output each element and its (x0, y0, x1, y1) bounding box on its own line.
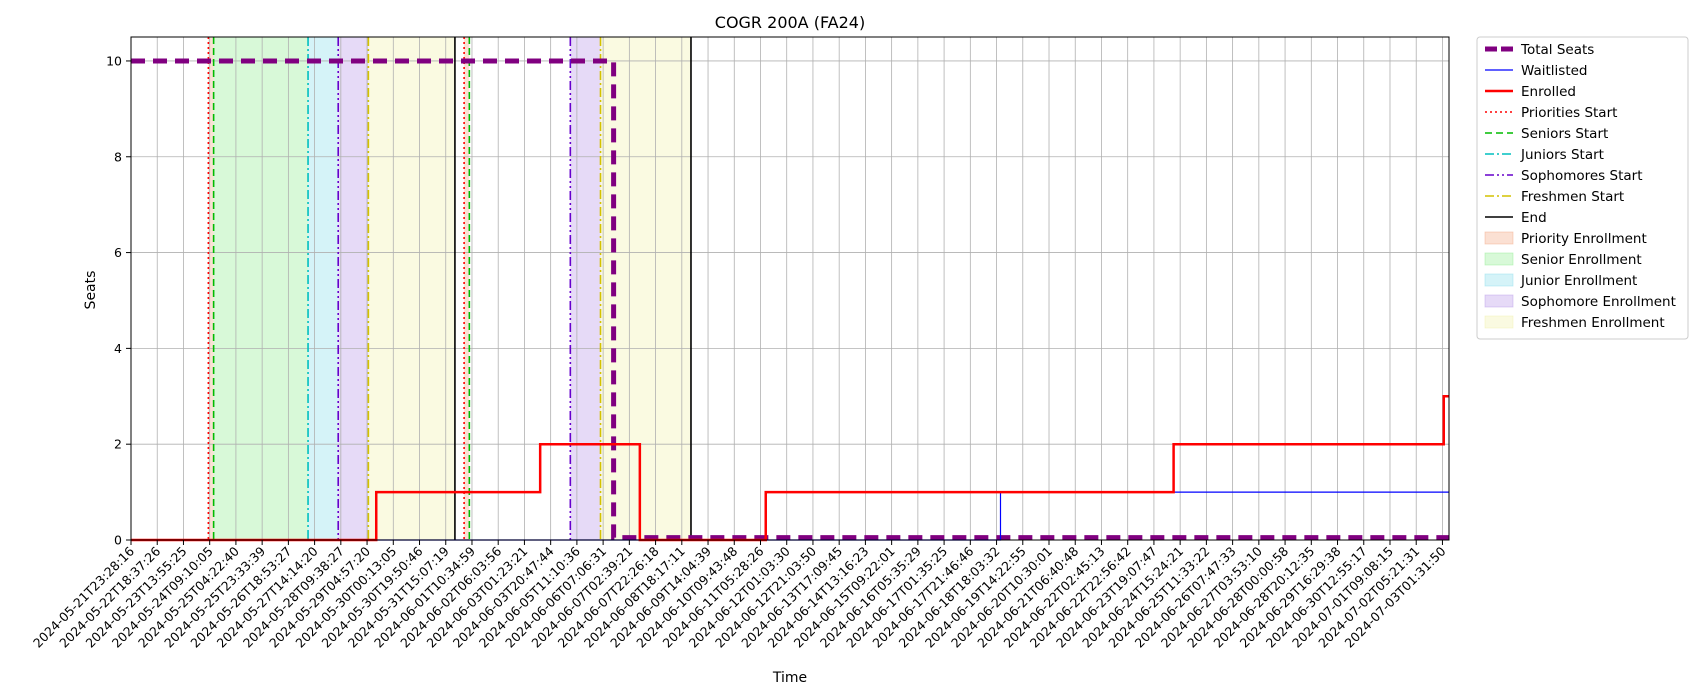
legend-label-sophomores-start: Sophomores Start (1521, 168, 1643, 184)
legend-marker-sophomore-enrollment (1484, 294, 1514, 308)
legend-label-juniors-start: Juniors Start (1520, 147, 1604, 163)
chart-title: COGR 200A (FA24) (715, 13, 865, 32)
span-priority-enrollment (464, 37, 470, 540)
series-total-seats (131, 58, 1449, 541)
span-freshmen-enrollment (368, 37, 455, 540)
legend: Total Seats Waitlisted Enrolled Priorities … (1476, 36, 1689, 340)
legend-marker-senior-enrollment (1484, 252, 1514, 266)
legend-label-seniors-start: Seniors Start (1521, 126, 1608, 142)
span-sophomore-enrollment (338, 37, 369, 540)
legend-marker-freshmen-enrollment (1484, 315, 1514, 329)
span-senior-enrollment (213, 37, 309, 540)
legend-label-junior-enrollment: Junior Enrollment (1520, 273, 1637, 289)
legend-frame (1476, 36, 1689, 340)
plot-frame (130, 36, 1450, 541)
y-tick-label: 4 (114, 341, 122, 356)
x-axis-title: Time (772, 670, 807, 686)
span-priority-enrollment (208, 37, 214, 540)
y-tick-label: 10 (106, 53, 122, 68)
legend-label-total-seats: Total Seats (1520, 42, 1594, 58)
legend-label-freshmen-start: Freshmen Start (1521, 189, 1624, 205)
plot-area: 02468102024-05-21T23:28:162024-05-22T18:… (30, 36, 1450, 651)
y-tick-label: 2 (114, 437, 122, 452)
legend-label-waitlisted: Waitlisted (1521, 63, 1588, 79)
legend-marker-junior-enrollment (1484, 273, 1514, 287)
legend-label-freshmen-enrollment: Freshmen Enrollment (1521, 315, 1665, 331)
span-sophomore-enrollment (570, 37, 601, 540)
legend-label-enrolled: Enrolled (1521, 84, 1576, 100)
y-axis-title: Seats (83, 271, 99, 310)
y-tick-label: 8 (114, 149, 122, 164)
y-tick-label: 6 (114, 245, 122, 260)
legend-marker-priority-enrollment (1484, 231, 1514, 245)
legend-label-priorities-start: Priorities Start (1521, 105, 1617, 121)
legend-label-sophomore-enrollment: Sophomore Enrollment (1521, 294, 1676, 310)
legend-label-priority-enrollment: Priority Enrollment (1521, 231, 1647, 247)
legend-label-end: End (1521, 210, 1547, 226)
span-junior-enrollment (308, 37, 339, 540)
legend-label-senior-enrollment: Senior Enrollment (1521, 252, 1642, 268)
y-tick-label: 0 (114, 533, 122, 548)
